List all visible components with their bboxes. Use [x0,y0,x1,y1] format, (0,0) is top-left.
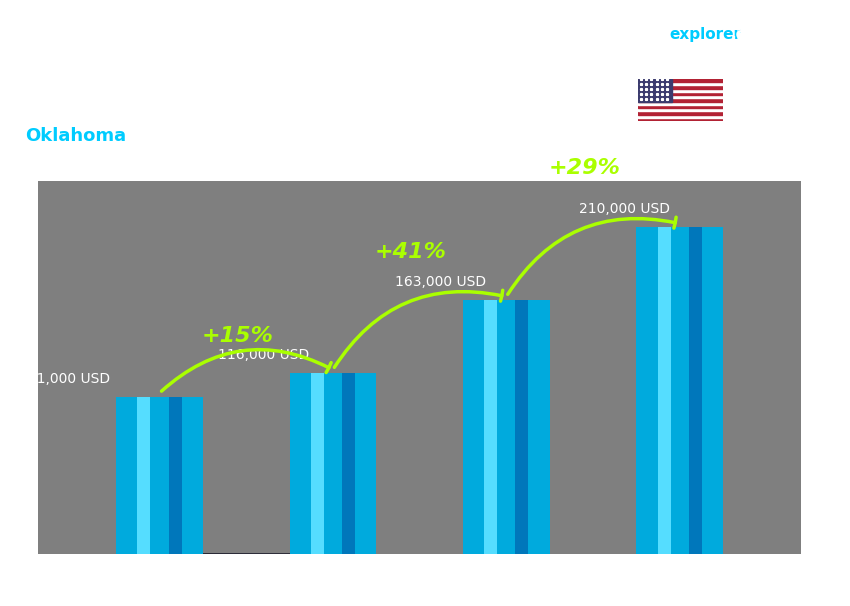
Text: Salary Comparison By Education: Salary Comparison By Education [26,42,534,70]
Bar [638,85,722,88]
Text: explorer: explorer [670,27,742,42]
Bar [638,102,722,105]
Text: 116,000 USD: 116,000 USD [218,348,309,362]
Bar [688,227,702,554]
Bar [290,373,377,554]
Text: 210,000 USD: 210,000 USD [579,202,670,216]
Bar [637,227,723,554]
Bar [658,227,671,554]
Bar [638,79,672,102]
Bar [638,115,722,118]
Text: Average Yearly Salary: Average Yearly Salary [819,242,830,364]
Bar [638,118,722,121]
Bar [638,79,722,82]
Bar [638,98,722,102]
Bar [311,373,324,554]
Bar [515,301,529,554]
Text: +41%: +41% [375,242,447,262]
Text: 163,000 USD: 163,000 USD [394,275,486,289]
Text: Oklahoma: Oklahoma [26,127,127,145]
Bar [638,88,722,92]
Text: .com: .com [731,27,772,42]
Bar [638,108,722,112]
Bar [638,82,722,85]
Bar [638,105,722,108]
Text: 101,000 USD: 101,000 USD [19,371,110,385]
Bar [638,92,722,95]
Bar [484,301,497,554]
Text: salary: salary [612,27,665,42]
Text: +15%: +15% [201,326,274,346]
Bar [342,373,355,554]
Bar [116,397,203,554]
Bar [463,301,550,554]
Bar [638,112,722,115]
Bar [638,95,722,98]
Text: +29%: +29% [548,158,620,178]
Bar [168,397,182,554]
Bar [138,397,150,554]
Text: Automotive Branch Manager: Automotive Branch Manager [26,91,284,109]
